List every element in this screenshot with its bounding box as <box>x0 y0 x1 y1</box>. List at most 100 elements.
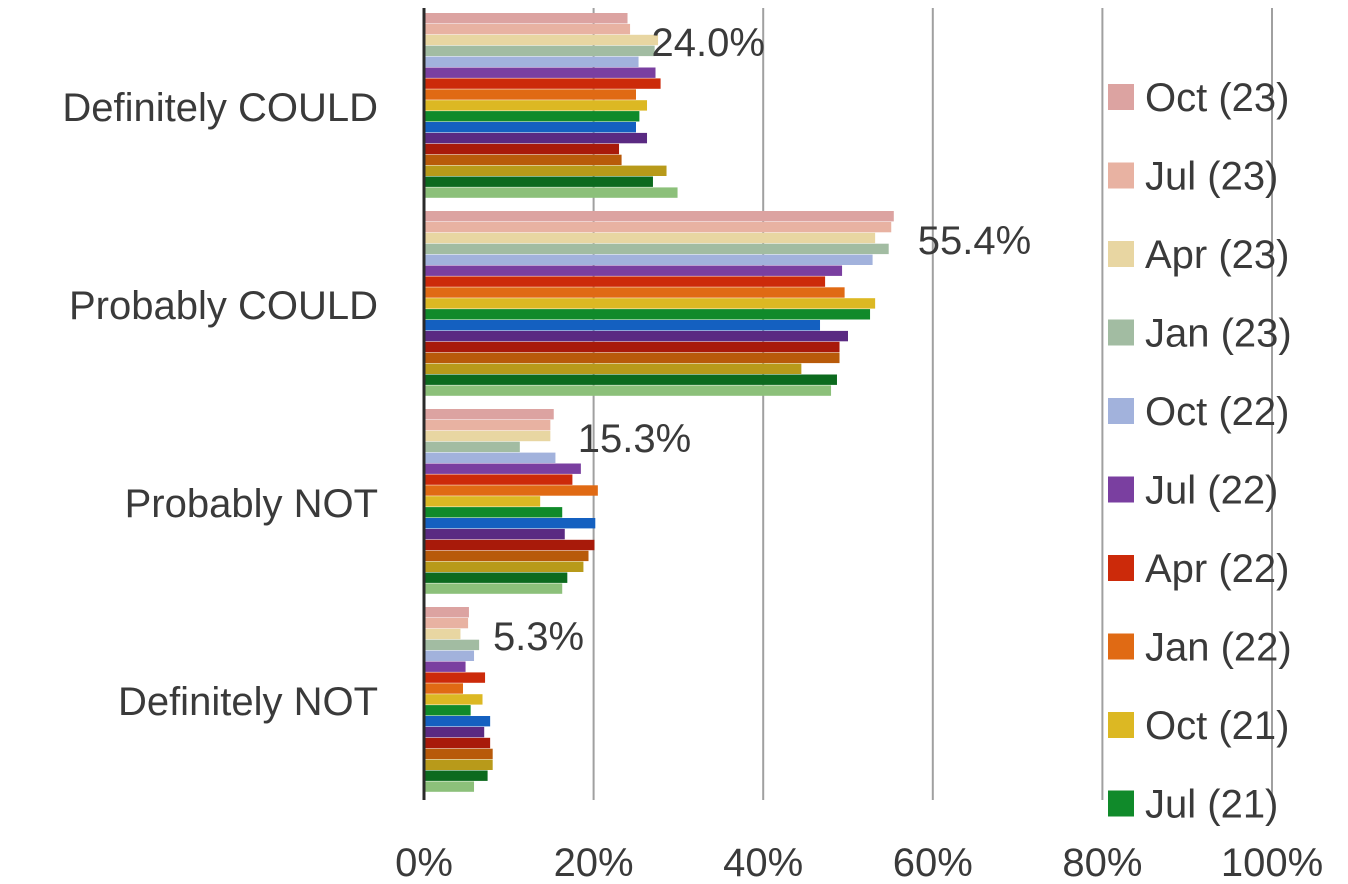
data-labels: 24.0% 55.4% 15.3% 5.3% <box>493 21 1031 659</box>
bar <box>424 341 840 353</box>
bar <box>424 683 464 694</box>
bar <box>424 650 475 661</box>
bar <box>424 583 563 594</box>
legend-item: Jul (21) <box>1108 783 1278 827</box>
bar <box>424 89 636 100</box>
legend-swatch <box>1108 555 1134 581</box>
bar <box>424 561 584 572</box>
x-tick-label: 20% <box>554 841 634 884</box>
bar <box>424 463 581 474</box>
legend-label: Apr (23) <box>1145 233 1290 277</box>
legend-swatch <box>1108 790 1134 817</box>
data-label: 24.0% <box>652 21 765 65</box>
bar <box>424 572 568 583</box>
legend-swatch <box>1108 633 1134 660</box>
bar <box>424 617 469 629</box>
legend-swatch <box>1108 398 1134 424</box>
legend-item: Jan (22) <box>1108 626 1292 670</box>
bar <box>424 276 826 287</box>
bar <box>424 781 475 792</box>
bar <box>424 143 620 155</box>
bar <box>424 759 493 770</box>
bar <box>424 100 648 111</box>
legend-item: Oct (21) <box>1108 704 1289 748</box>
legend-item: Apr (22) <box>1108 547 1290 591</box>
legend-label: Jul (21) <box>1145 783 1278 827</box>
legend-item: Apr (23) <box>1108 233 1290 277</box>
legend-swatch <box>1108 712 1134 738</box>
bar <box>424 352 840 364</box>
bar <box>424 550 589 562</box>
bar <box>424 430 551 442</box>
bar <box>424 165 667 176</box>
bars <box>424 13 894 792</box>
bar <box>424 705 471 716</box>
legend-swatch <box>1108 319 1134 346</box>
bar <box>424 23 631 35</box>
bar <box>424 628 461 640</box>
bar <box>424 67 656 78</box>
legend-swatch <box>1108 476 1134 503</box>
bar <box>424 287 845 298</box>
bar <box>424 363 802 374</box>
x-tick-label: 100% <box>1221 841 1323 884</box>
bar <box>424 385 832 396</box>
bar <box>424 374 837 385</box>
x-tick-labels: 0% 20% 40% 60% 80% 100% <box>395 841 1323 884</box>
bar <box>424 639 480 651</box>
bar <box>424 111 640 122</box>
legend-label: Oct (22) <box>1145 390 1289 434</box>
legend: Oct (23) Jul (23) Apr (23) Jan (23) Oct (22)… <box>1108 76 1292 827</box>
bar <box>424 232 876 244</box>
bar <box>424 661 466 672</box>
legend-label: Oct (21) <box>1145 704 1289 748</box>
bar <box>424 221 892 233</box>
bar <box>424 13 628 24</box>
legend-label: Jan (22) <box>1145 626 1292 670</box>
legend-swatch <box>1108 84 1134 110</box>
bar <box>424 45 655 57</box>
bar <box>424 34 659 46</box>
legend-label: Oct (23) <box>1145 76 1289 120</box>
bar <box>424 187 678 198</box>
bar <box>424 265 843 276</box>
bar-group <box>424 13 678 198</box>
bar <box>424 78 661 89</box>
bar <box>424 485 598 496</box>
legend-label: Apr (22) <box>1145 547 1290 591</box>
bar <box>424 132 648 144</box>
bar <box>424 507 563 518</box>
data-label: 5.3% <box>493 615 584 659</box>
bar <box>424 737 491 749</box>
grid <box>592 8 1273 800</box>
bar <box>424 770 488 781</box>
bar-group <box>424 607 493 792</box>
x-tick-label: 0% <box>395 841 453 884</box>
bar <box>424 607 469 618</box>
bar <box>424 154 622 166</box>
legend-label: Jul (23) <box>1145 155 1278 199</box>
x-tick-label: 80% <box>1062 841 1142 884</box>
bar <box>424 441 520 453</box>
legend-item: Oct (23) <box>1108 76 1289 120</box>
legend-label: Jul (22) <box>1145 469 1278 513</box>
category-label: Probably NOT <box>125 482 378 526</box>
legend-swatch <box>1108 241 1134 267</box>
bar-group <box>424 211 894 396</box>
bar <box>424 309 871 320</box>
bar <box>424 748 493 760</box>
bar <box>424 518 596 529</box>
category-label: Definitely COULD <box>62 86 378 130</box>
category-label: Definitely NOT <box>118 680 378 724</box>
legend-item: Oct (22) <box>1108 390 1289 434</box>
legend-item: Jul (22) <box>1108 469 1278 513</box>
x-tick-label: 40% <box>723 841 803 884</box>
category-label: Probably COULD <box>69 284 378 328</box>
bar <box>424 716 491 727</box>
bar <box>424 726 485 738</box>
legend-label: Jan (23) <box>1145 312 1292 356</box>
x-tick-label: 60% <box>893 841 973 884</box>
bar <box>424 409 554 420</box>
data-label: 15.3% <box>578 417 691 461</box>
